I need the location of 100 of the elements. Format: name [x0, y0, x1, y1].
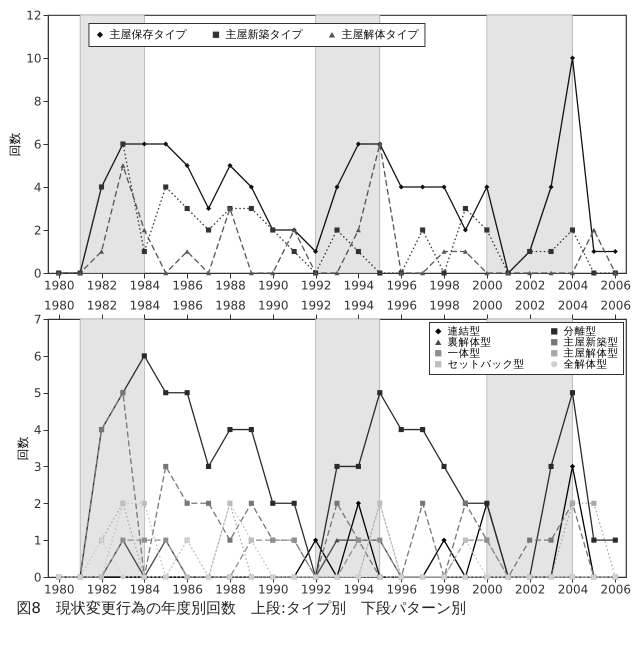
point [548, 464, 554, 469]
y-tick-label: 7 [34, 312, 42, 326]
point [248, 500, 254, 506]
x-tick-label: 2004 [558, 278, 588, 292]
point [420, 227, 426, 233]
point [227, 427, 233, 432]
legend-label: 全解体型 [564, 358, 608, 370]
legend-label: 主屋解体タイプ [341, 28, 420, 41]
point [334, 227, 340, 233]
point [591, 228, 596, 232]
point [591, 270, 596, 276]
y-tick-label: 8 [34, 94, 42, 108]
x-tick-label: 1998 [429, 278, 460, 292]
x-tick-label: 1982 [86, 582, 118, 596]
point [377, 390, 382, 396]
point [292, 248, 297, 254]
x2-tick-label: 1990 [258, 298, 289, 312]
point [270, 270, 276, 276]
point [270, 500, 276, 506]
point [462, 227, 468, 233]
x2-tick-label: 1988 [215, 298, 246, 312]
legend-label: 主屋新築タイプ [225, 28, 304, 41]
y-axis-title: 回数 [8, 132, 22, 156]
point [334, 500, 340, 506]
x2-tick-label: 1986 [172, 298, 203, 312]
point [120, 163, 126, 168]
y-tick-label: 0 [34, 266, 42, 280]
x-tick-label: 2006 [600, 582, 632, 596]
point [441, 464, 447, 469]
x-tick-label: 1984 [130, 582, 160, 596]
point [142, 248, 147, 254]
point [163, 141, 168, 147]
point [334, 184, 340, 190]
x-tick-label: 2000 [472, 582, 503, 596]
y-tick-label: 12 [26, 8, 42, 22]
point [206, 227, 212, 233]
x-tick-label: 1998 [429, 582, 460, 596]
point [206, 500, 212, 506]
x2-tick-label: 1996 [386, 298, 417, 312]
x-tick-label: 1990 [258, 582, 289, 596]
point [334, 270, 340, 276]
point [591, 500, 596, 506]
y-tick-label: 4 [34, 423, 42, 438]
caption: 図8 現状変更行為の年度別回数 上段:タイプ別 下段パターン別 [16, 599, 466, 617]
point [591, 248, 596, 254]
point [142, 500, 147, 506]
point [377, 270, 382, 276]
x2-tick-label: 2006 [600, 298, 632, 312]
point [527, 270, 532, 276]
x-tick-label: 1986 [172, 582, 203, 596]
point [206, 270, 212, 276]
point [142, 538, 147, 543]
y-tick-label: 4 [34, 180, 42, 194]
x2-tick-label: 1998 [429, 298, 460, 312]
point [548, 538, 554, 543]
legend-label: 一体型 [448, 347, 480, 360]
point [248, 206, 254, 212]
point [163, 184, 168, 190]
point [206, 206, 212, 212]
point [248, 427, 254, 432]
x-tick-label: 2002 [514, 278, 546, 292]
point [227, 162, 233, 168]
point [356, 500, 361, 506]
y-tick-label: 2 [34, 224, 42, 238]
point [184, 390, 190, 396]
legend-label: 主屋解体型 [564, 346, 618, 360]
point [356, 464, 361, 469]
point [484, 227, 490, 233]
x-tick-label: 1984 [130, 278, 160, 292]
x-tick-label: 1996 [386, 582, 417, 596]
point [356, 141, 361, 147]
point [570, 227, 576, 233]
point [462, 206, 468, 212]
y-tick-label: 1 [34, 534, 42, 548]
point [441, 270, 447, 276]
x2-tick-label: 1984 [130, 298, 160, 312]
point [206, 464, 212, 469]
point [356, 248, 361, 254]
point [612, 248, 618, 254]
point [441, 538, 447, 543]
point [227, 538, 233, 543]
legend-label: 分離型 [564, 325, 596, 338]
point [548, 270, 554, 276]
x-tick-label: 2002 [514, 582, 546, 596]
point [420, 270, 426, 276]
point [248, 184, 254, 190]
point [142, 228, 147, 232]
point [548, 248, 554, 254]
point [398, 427, 404, 432]
x2-tick-label: 1994 [344, 298, 374, 312]
x-tick-label: 1994 [344, 582, 374, 596]
point [184, 249, 190, 254]
point [570, 390, 576, 396]
x-tick-label: 1982 [86, 278, 118, 292]
point [570, 270, 576, 276]
point [184, 206, 190, 212]
y-tick-label: 5 [34, 386, 42, 400]
x-tick-label: 1988 [215, 278, 246, 292]
legend-label: セットバック型 [448, 358, 524, 370]
x-tick-label: 1996 [386, 278, 417, 292]
